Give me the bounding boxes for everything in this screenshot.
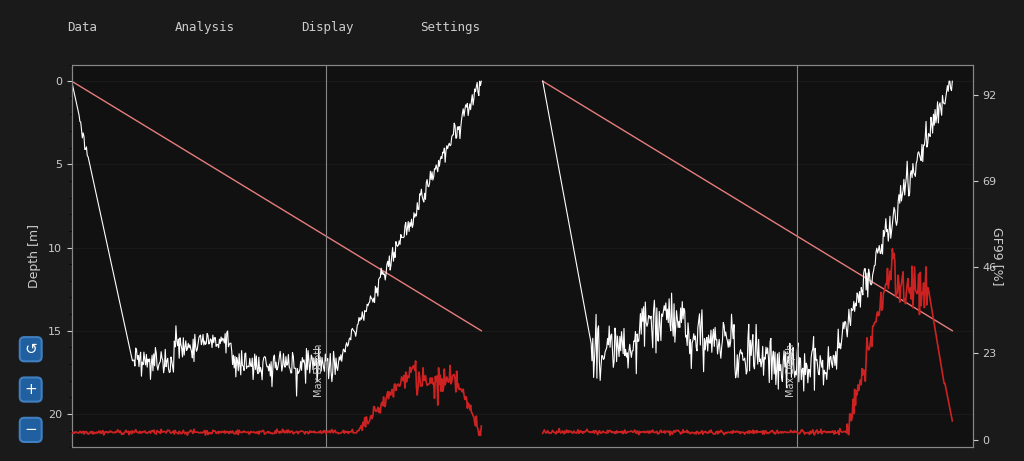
Text: Settings: Settings bbox=[421, 21, 480, 34]
Y-axis label: GF99 [%]: GF99 [%] bbox=[990, 227, 1004, 285]
Text: Max Depth: Max Depth bbox=[785, 344, 796, 397]
Text: Analysis: Analysis bbox=[175, 21, 234, 34]
Text: −: − bbox=[25, 422, 37, 437]
Text: ↺: ↺ bbox=[25, 342, 37, 357]
Y-axis label: Depth [m]: Depth [m] bbox=[28, 224, 41, 288]
Text: Max Depth: Max Depth bbox=[314, 344, 325, 397]
Text: +: + bbox=[25, 382, 37, 397]
Text: Display: Display bbox=[301, 21, 354, 34]
Text: Data: Data bbox=[67, 21, 97, 34]
